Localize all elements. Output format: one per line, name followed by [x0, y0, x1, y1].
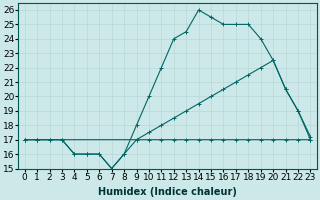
X-axis label: Humidex (Indice chaleur): Humidex (Indice chaleur) — [98, 187, 237, 197]
